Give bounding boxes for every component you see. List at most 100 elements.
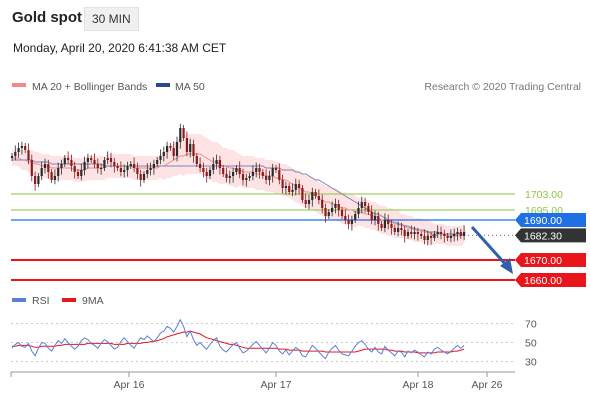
candle-body [53, 176, 56, 180]
candle-body [179, 128, 182, 142]
candle-body [103, 160, 106, 168]
candle-body [202, 168, 205, 172]
candle-body [189, 144, 192, 152]
candle-body [397, 228, 400, 232]
instrument-title: Gold spot [12, 9, 82, 26]
candle-body [238, 168, 241, 174]
candle-body [311, 192, 314, 200]
candle-body [86, 158, 89, 162]
chart-datetime: Monday, April 20, 2020 6:41:38 AM CET [13, 41, 227, 55]
candle-body [30, 160, 33, 176]
candle-body [373, 216, 377, 220]
rsi-legend: RSI 9MA [12, 295, 104, 307]
candle-body [212, 164, 215, 170]
candle-body [426, 236, 429, 240]
rsi-panel: 70 50 30 [11, 319, 537, 369]
candle-body [218, 160, 221, 168]
candle-body [185, 138, 188, 152]
candle-body [245, 178, 248, 180]
candle-body [159, 156, 162, 160]
candle-body [347, 220, 350, 224]
candle-body [232, 172, 235, 176]
timeframe-badge[interactable]: 30 MIN [84, 7, 139, 31]
projection-arrow [470, 225, 513, 274]
candle-body [156, 160, 159, 164]
candle-body [90, 158, 93, 160]
projection-arrow-shaft [470, 225, 509, 268]
chart-header: Gold spot 30 MIN [0, 0, 590, 36]
candle-body [268, 176, 271, 180]
rsi-legend-swatch [12, 298, 26, 302]
candle-body [73, 166, 76, 172]
candle-body [334, 204, 337, 208]
candle-body [439, 232, 443, 234]
candle-body [248, 176, 251, 178]
candle-body [63, 158, 66, 164]
rsi-tick-label: 30 [525, 357, 537, 369]
candle-body [37, 176, 40, 184]
candle-body [17, 148, 20, 152]
candle-body [446, 236, 449, 238]
candlestick-layer [10, 123, 466, 246]
candle-body [261, 172, 264, 176]
candle-body [50, 172, 53, 180]
last-level-tag: 1682.30 [515, 228, 586, 243]
candle-body [47, 164, 50, 172]
candle-body [416, 232, 419, 234]
candle-body [364, 202, 367, 206]
ma20-legend-label: MA 20 + Bollinger Bands [32, 81, 147, 93]
candle-body [113, 162, 116, 166]
candle-body [142, 174, 146, 180]
candle-body [27, 150, 30, 160]
candle-body [80, 170, 83, 176]
candle-body [387, 220, 390, 224]
candle-body [10, 156, 14, 158]
ma50-legend-label: MA 50 [175, 81, 205, 93]
candle-body [420, 234, 423, 236]
candle-body [413, 232, 416, 234]
candle-body [321, 200, 324, 208]
rsi-ma-legend-swatch [62, 298, 76, 302]
candle-body [225, 174, 228, 178]
candle-body [331, 208, 334, 212]
candle-body [410, 232, 413, 234]
x-tick-label: Apr 16 [114, 379, 145, 391]
x-tick-label: Apr 17 [261, 379, 292, 391]
bollinger-band-layer [12, 134, 465, 246]
candle-body [317, 196, 320, 200]
candle-body [126, 166, 129, 170]
candle-body [258, 168, 261, 172]
candle-body [100, 168, 103, 169]
candle-body [96, 164, 99, 168]
ma50-legend-swatch [156, 83, 170, 87]
candle-body [166, 146, 169, 152]
candle-body [169, 146, 172, 148]
candle-body [304, 200, 307, 204]
candle-body [182, 128, 185, 138]
rsi-ma-legend-label: 9MA [82, 295, 104, 307]
candle-body [222, 168, 225, 174]
candle-body [172, 148, 175, 156]
candle-body [146, 170, 149, 174]
candle-body [433, 234, 436, 238]
candle-body [298, 184, 301, 188]
level-lines-layer [11, 193, 515, 281]
time-axis: Apr 16 Apr 17 Apr 18 Apr 26 [10, 371, 515, 391]
research-credit: Research © 2020 Trading Central [424, 81, 581, 93]
candle-body [235, 168, 238, 172]
candle-body [430, 236, 433, 238]
bollinger-band [12, 134, 465, 246]
candle-body [129, 164, 132, 166]
candle-body [463, 232, 466, 236]
candle-body [116, 166, 119, 168]
candle-body [67, 158, 70, 160]
candle-body [208, 170, 212, 176]
support-level-label: 1670.00 [524, 255, 562, 267]
candle-body [314, 192, 317, 196]
candle-body [370, 212, 373, 220]
candle-body [449, 236, 452, 238]
last-level-label: 1682.30 [524, 230, 562, 242]
x-tick-label: Apr 18 [403, 379, 434, 391]
candle-body [24, 146, 27, 150]
